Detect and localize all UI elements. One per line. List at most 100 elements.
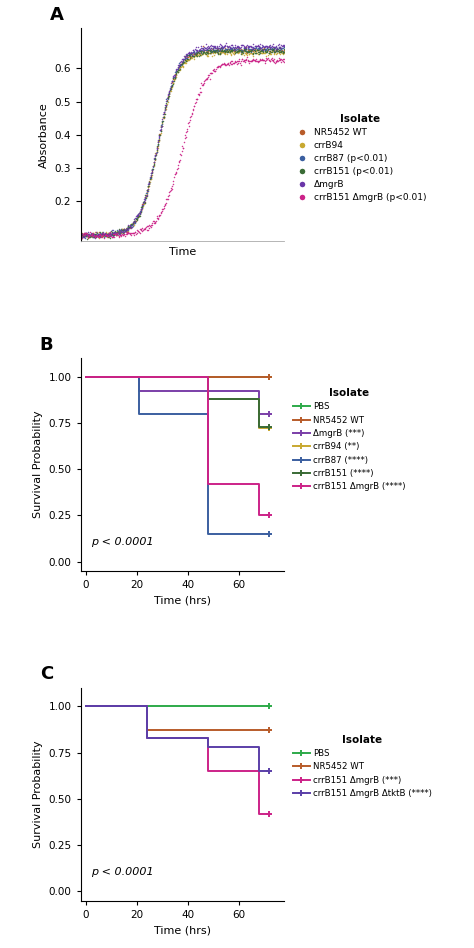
Point	[188, 48, 196, 64]
Point	[233, 57, 240, 72]
Point	[230, 46, 238, 62]
Point	[104, 229, 112, 245]
Point	[135, 208, 143, 223]
Point	[146, 172, 154, 187]
Point	[161, 102, 168, 118]
Point	[135, 210, 142, 225]
Point	[162, 99, 170, 114]
Point	[127, 216, 135, 231]
Point	[154, 137, 162, 153]
Point	[183, 124, 191, 139]
Point	[264, 41, 271, 56]
Point	[219, 44, 227, 59]
Point	[109, 226, 116, 241]
Point	[137, 202, 145, 217]
Point	[225, 45, 233, 60]
Point	[210, 40, 218, 55]
Point	[156, 208, 164, 223]
Point	[106, 227, 114, 242]
Point	[210, 45, 217, 60]
X-axis label: Time: Time	[169, 246, 196, 257]
Point	[158, 112, 166, 127]
Point	[150, 213, 157, 228]
Point	[275, 39, 283, 54]
Point	[198, 44, 205, 59]
Point	[137, 222, 145, 237]
Point	[101, 227, 109, 242]
Point	[91, 226, 99, 241]
Point	[110, 224, 118, 239]
Point	[165, 184, 173, 199]
Point	[178, 138, 186, 154]
Point	[184, 116, 192, 131]
Point	[214, 40, 222, 55]
Point	[109, 225, 117, 240]
Point	[134, 210, 141, 225]
Point	[253, 44, 260, 59]
Point	[94, 228, 102, 244]
Point	[234, 45, 241, 60]
Point	[91, 228, 99, 244]
Point	[187, 50, 195, 65]
Point	[198, 46, 206, 61]
Point	[91, 228, 99, 243]
Point	[177, 58, 184, 73]
Point	[158, 118, 165, 134]
Point	[89, 226, 97, 241]
Point	[165, 86, 173, 101]
Point	[235, 43, 243, 58]
Point	[118, 227, 125, 242]
Point	[148, 168, 155, 183]
Point	[148, 165, 155, 180]
Point	[146, 175, 153, 191]
Point	[129, 214, 137, 229]
Point	[171, 71, 178, 86]
Point	[104, 228, 112, 243]
Point	[171, 67, 178, 82]
Point	[263, 43, 271, 58]
Point	[95, 229, 103, 245]
Point	[255, 54, 263, 69]
Point	[180, 48, 188, 64]
Point	[93, 228, 100, 244]
Point	[134, 210, 142, 225]
Point	[278, 44, 285, 59]
Point	[256, 37, 264, 52]
Point	[119, 224, 127, 239]
Point	[187, 46, 195, 62]
Point	[261, 45, 268, 60]
Point	[123, 224, 130, 239]
Point	[111, 225, 119, 240]
Point	[168, 181, 175, 196]
Point	[172, 66, 180, 82]
Point	[173, 63, 181, 78]
Point	[82, 226, 89, 241]
Point	[226, 41, 234, 56]
Point	[254, 38, 261, 53]
Point	[274, 42, 282, 57]
Point	[216, 42, 223, 57]
Point	[219, 57, 226, 72]
Point	[233, 45, 241, 60]
Point	[89, 228, 96, 243]
Point	[223, 45, 230, 60]
Point	[179, 59, 187, 74]
Point	[215, 43, 222, 58]
Point	[154, 140, 162, 155]
Point	[277, 54, 285, 69]
Point	[261, 44, 269, 59]
Point	[214, 45, 222, 60]
Point	[163, 93, 170, 108]
Point	[137, 202, 145, 217]
Point	[196, 46, 203, 62]
Point	[155, 209, 163, 224]
Point	[274, 41, 282, 56]
Point	[124, 220, 131, 235]
Point	[90, 229, 97, 245]
Point	[121, 224, 129, 239]
Point	[189, 46, 197, 62]
Point	[262, 43, 270, 58]
Point	[161, 102, 168, 118]
Point	[81, 228, 89, 243]
Point	[170, 169, 178, 184]
